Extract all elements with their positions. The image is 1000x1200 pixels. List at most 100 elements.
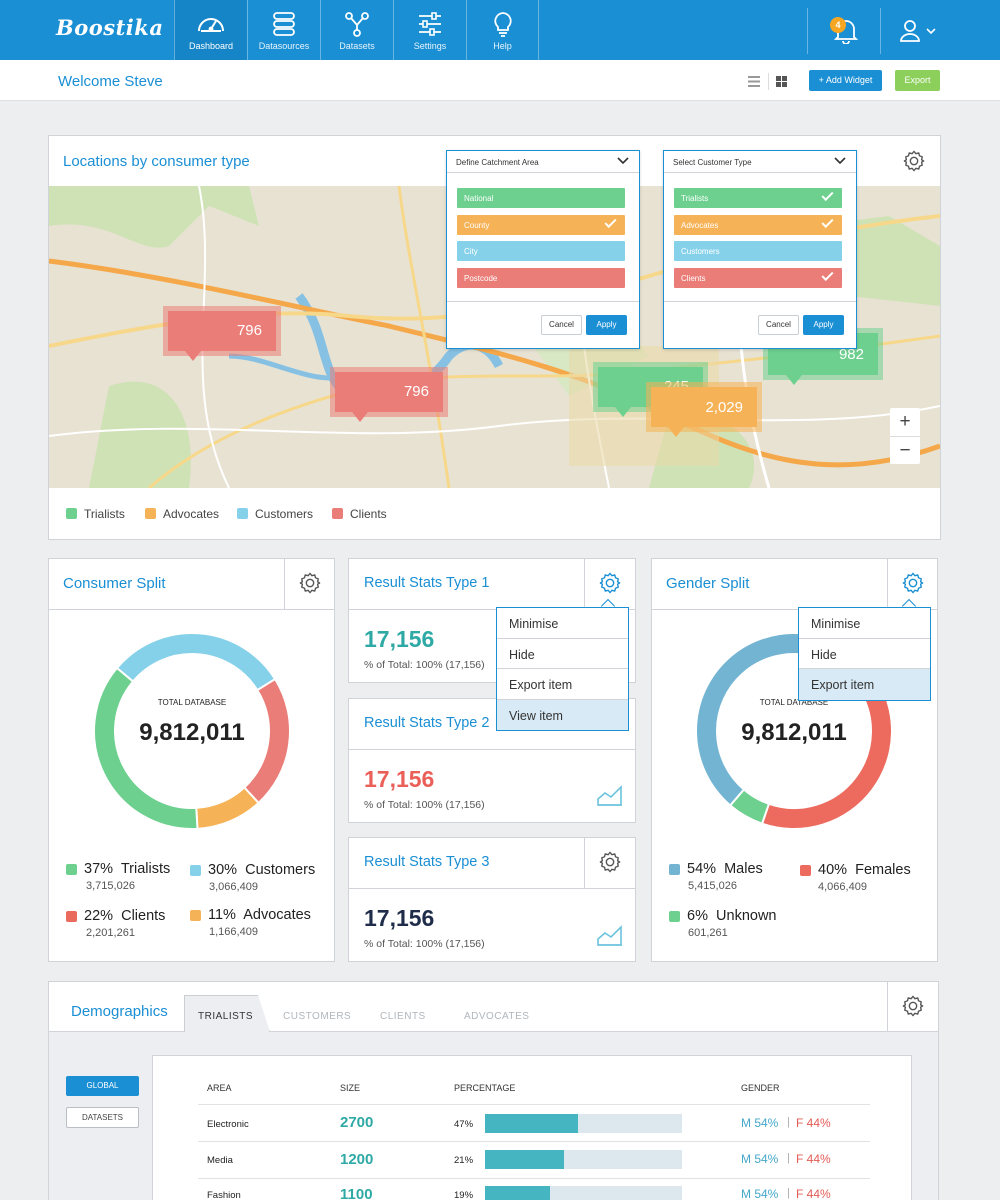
chevron-down-icon[interactable]: [834, 157, 846, 165]
percentage-bar-fill: [485, 1186, 550, 1200]
grid-view-icon[interactable]: [776, 76, 787, 87]
consumer-split-donut: [93, 632, 291, 830]
option-advocates[interactable]: Advocates: [674, 215, 842, 235]
chevron-down-icon[interactable]: [617, 157, 629, 165]
map-pin-clients[interactable]: 796: [335, 372, 443, 412]
zoom-in-button[interactable]: +: [899, 411, 911, 432]
consumer-split-settings-button[interactable]: [284, 559, 335, 609]
gender-split-settings-button[interactable]: [887, 559, 938, 609]
header-gender: GENDER: [741, 1083, 780, 1093]
map-pin-pointer: [615, 407, 631, 417]
tab-advocates[interactable]: ADVOCATES: [464, 1011, 530, 1022]
donut-segment-advocates[interactable]: [195, 786, 260, 830]
donut-segment-customers[interactable]: [115, 632, 277, 692]
donut-total-value: 9,812,011: [741, 719, 847, 746]
stat-trialists-count: 3,715,026: [86, 880, 135, 892]
datasets-toggle-button[interactable]: DATASETS: [66, 1107, 139, 1128]
panel-header-divider: [349, 749, 635, 750]
gear-icon[interactable]: [903, 150, 925, 172]
result-stats-1-title: Result Stats Type 1: [364, 575, 490, 591]
stat-males-count: 5,415,026: [688, 880, 737, 892]
menu-item-export[interactable]: Export item: [799, 669, 930, 700]
map-pin-clients[interactable]: 796: [168, 311, 276, 351]
stat-trialists-label: 37% Trialists: [84, 861, 171, 877]
menu-item-minimise[interactable]: Minimise: [799, 608, 930, 639]
header-percentage: PERCENTAGE: [454, 1083, 516, 1093]
option-postcode[interactable]: Postcode: [457, 268, 625, 288]
percentage-bar-fill: [485, 1114, 578, 1133]
panel-header-divider: [49, 609, 334, 610]
nav-help[interactable]: Help: [466, 0, 539, 60]
customer-type-dropdown-header[interactable]: Select Customer Type: [664, 151, 856, 173]
gender-male: M 54%: [741, 1116, 779, 1130]
option-customers[interactable]: Customers: [674, 241, 842, 261]
stat-advocates-label: 11% Advocates: [208, 907, 311, 923]
tab-customers[interactable]: CUSTOMERS: [283, 1011, 352, 1022]
divider: [768, 73, 769, 90]
donut-total-value: 9,812,011: [139, 719, 245, 746]
row-area: Media: [207, 1155, 233, 1166]
global-toggle-button[interactable]: GLOBAL: [66, 1076, 139, 1096]
stat-clients-count: 2,201,261: [86, 927, 135, 939]
menu-item-hide[interactable]: Hide: [497, 639, 628, 669]
menu-item-view[interactable]: View item: [497, 699, 628, 730]
nav-dashboard[interactable]: Dashboard: [174, 0, 247, 60]
nav-divider: [880, 8, 881, 54]
result-stats-2-value: 17,156: [364, 766, 435, 792]
nav-datasources[interactable]: Datasources: [247, 0, 320, 60]
menu-item-minimise[interactable]: Minimise: [497, 608, 628, 639]
swatch-advocates: [190, 910, 201, 921]
result-stats-2-title: Result Stats Type 2: [364, 715, 490, 731]
area-chart-icon[interactable]: [597, 785, 623, 806]
option-city[interactable]: City: [457, 241, 625, 261]
row-percentage: 19%: [454, 1190, 474, 1200]
swatch-trialists: [66, 864, 77, 875]
stat-customers-label: 30% Customers: [208, 862, 316, 878]
map-pin-pointer: [786, 375, 802, 385]
dropdown-divider: [664, 301, 856, 302]
consumer-split-panel: [48, 558, 335, 962]
add-widget-button[interactable]: + Add Widget: [809, 70, 882, 91]
cancel-button[interactable]: Cancel: [758, 315, 799, 335]
list-view-icon[interactable]: [748, 76, 760, 87]
percentage-bar: [485, 1150, 682, 1169]
legend-swatch-customers: [237, 508, 248, 519]
row-area: Fashion: [207, 1190, 241, 1200]
export-button[interactable]: Export: [895, 70, 940, 91]
area-chart-icon[interactable]: [597, 925, 623, 946]
nav-settings[interactable]: Settings: [393, 0, 466, 60]
option-trialists[interactable]: Trialists: [674, 188, 842, 208]
stat-customers-count: 3,066,409: [209, 881, 258, 893]
demographics-settings-button[interactable]: [887, 982, 938, 1032]
tab-clients[interactable]: CLIENTS: [380, 1011, 426, 1022]
gender-female: F 44%: [796, 1116, 831, 1130]
gender-female: F 44%: [796, 1187, 831, 1200]
apply-button[interactable]: Apply: [803, 315, 844, 335]
menu-item-hide[interactable]: Hide: [799, 639, 930, 669]
zoom-out-button[interactable]: −: [890, 436, 920, 464]
nav-datasets[interactable]: Datasets: [320, 0, 393, 60]
option-county[interactable]: County: [457, 215, 625, 235]
gear-icon: [599, 851, 621, 873]
option-clients[interactable]: Clients: [674, 268, 842, 288]
row-area: Electronic: [207, 1119, 249, 1130]
nav-label: Datasources: [258, 41, 310, 51]
tab-trialists[interactable]: TRIALISTS: [198, 1011, 254, 1022]
map-pin-advocates[interactable]: 2,029: [651, 387, 757, 427]
gender-split-context-menu: Minimise Hide Export item: [798, 607, 931, 701]
legend-trialists: Trialists: [84, 507, 125, 521]
donut-segment-trialists[interactable]: [93, 666, 199, 830]
catchment-dropdown-header[interactable]: Define Catchment Area: [447, 151, 639, 173]
apply-button[interactable]: Apply: [586, 315, 627, 335]
result-stats-3-settings-button[interactable]: [584, 838, 635, 888]
stat-females-count: 4,066,409: [818, 881, 867, 893]
result-stats-1-settings-button[interactable]: [584, 559, 635, 609]
table-divider: [198, 1141, 870, 1142]
stat-males-label: 54% Males: [687, 861, 763, 877]
cancel-button[interactable]: Cancel: [541, 315, 582, 335]
app-logo[interactable]: Boostika: [56, 15, 164, 40]
menu-item-export[interactable]: Export item: [497, 669, 628, 700]
gender-split-title: Gender Split: [666, 575, 750, 592]
option-national[interactable]: National: [457, 188, 625, 208]
user-menu-button[interactable]: [900, 20, 940, 47]
